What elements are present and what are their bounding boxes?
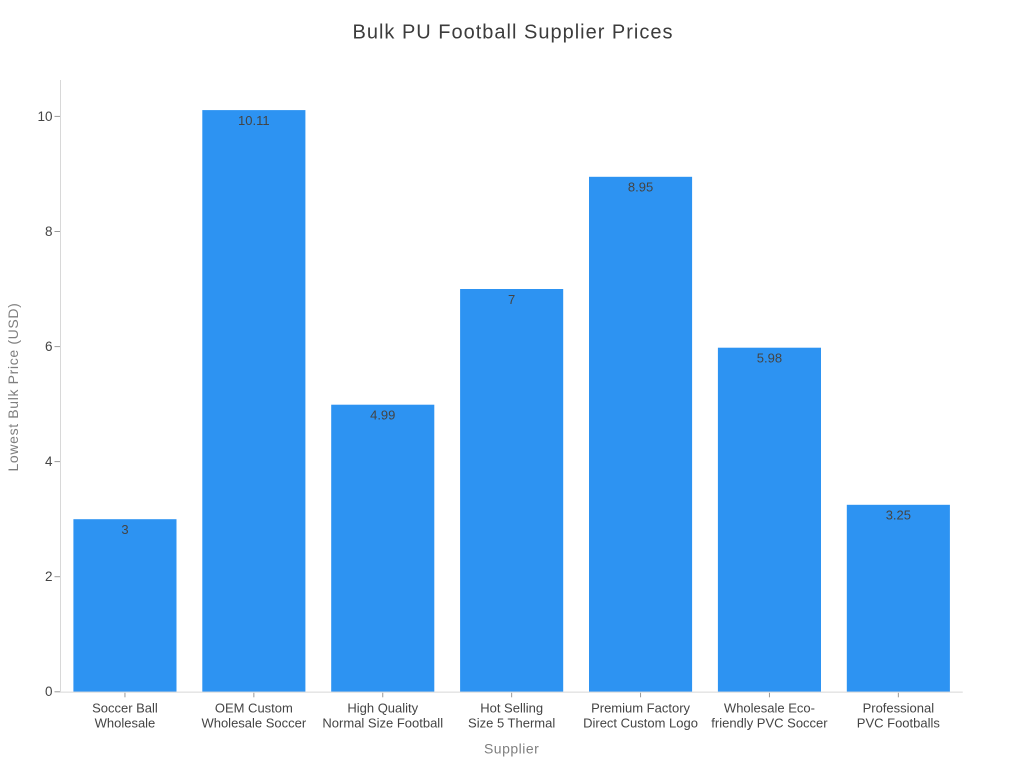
svg-text:PVC Footballs: PVC Footballs bbox=[857, 715, 941, 730]
svg-text:6: 6 bbox=[45, 339, 53, 354]
svg-text:Wholesale Eco-: Wholesale Eco- bbox=[724, 700, 815, 715]
svg-text:5.98: 5.98 bbox=[757, 351, 782, 366]
svg-text:Professional: Professional bbox=[863, 700, 935, 715]
svg-text:0: 0 bbox=[45, 684, 53, 699]
svg-text:10: 10 bbox=[37, 109, 52, 124]
svg-text:High Quality: High Quality bbox=[347, 700, 418, 715]
svg-text:2: 2 bbox=[45, 569, 53, 584]
svg-text:Wholesale Soccer: Wholesale Soccer bbox=[201, 715, 306, 730]
svg-text:Direct Custom Logo: Direct Custom Logo bbox=[583, 715, 698, 730]
svg-text:3: 3 bbox=[121, 522, 128, 537]
svg-text:Hot Selling: Hot Selling bbox=[480, 700, 543, 715]
svg-text:7: 7 bbox=[508, 292, 515, 307]
svg-text:Lowest Bulk Price (USD): Lowest Bulk Price (USD) bbox=[5, 303, 21, 472]
svg-text:Size 5 Thermal: Size 5 Thermal bbox=[468, 715, 555, 730]
svg-text:friendly PVC Soccer: friendly PVC Soccer bbox=[711, 715, 828, 730]
svg-text:Wholesale: Wholesale bbox=[95, 715, 156, 730]
svg-text:4.99: 4.99 bbox=[370, 408, 395, 423]
svg-text:10.11: 10.11 bbox=[238, 113, 270, 128]
svg-text:3.25: 3.25 bbox=[886, 508, 911, 523]
svg-text:Normal Size Football: Normal Size Football bbox=[322, 715, 443, 730]
svg-text:8.95: 8.95 bbox=[628, 180, 653, 195]
svg-text:4: 4 bbox=[45, 454, 53, 469]
svg-text:Soccer Ball: Soccer Ball bbox=[92, 700, 158, 715]
svg-text:Premium Factory: Premium Factory bbox=[591, 700, 690, 715]
svg-text:OEM Custom: OEM Custom bbox=[215, 700, 293, 715]
svg-text:Supplier: Supplier bbox=[484, 741, 539, 757]
svg-text:8: 8 bbox=[45, 224, 53, 239]
svg-text:Bulk PU Football Supplier Pric: Bulk PU Football Supplier Prices bbox=[352, 22, 673, 44]
